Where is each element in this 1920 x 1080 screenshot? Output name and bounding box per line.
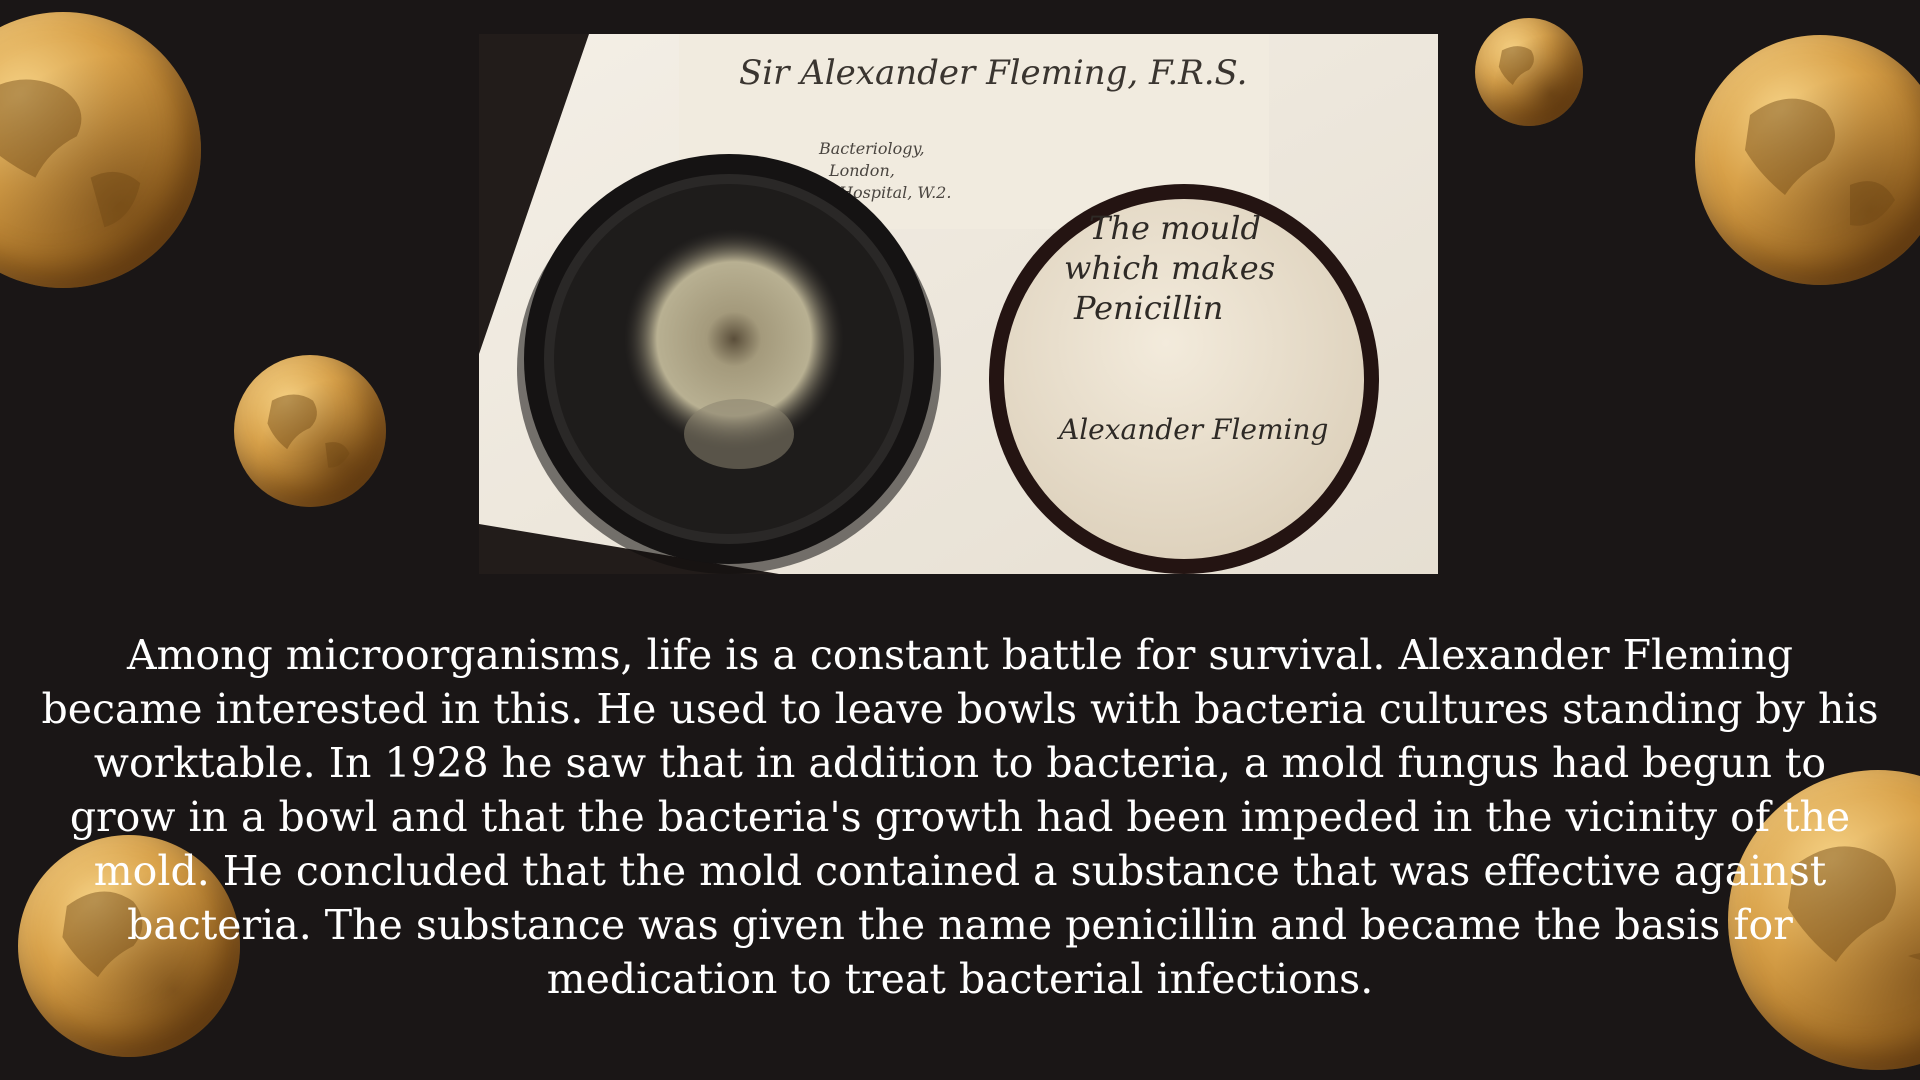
card-line: Bacteriology, — [818, 139, 925, 158]
card-line: London, — [828, 161, 895, 180]
globe-icon — [1475, 18, 1583, 126]
lid-inscription: The mould — [1089, 209, 1261, 247]
globe-icon — [0, 12, 201, 288]
petri-dishes-photo: Sir Alexander Fleming, F.R.S. Bacteriolo… — [479, 34, 1438, 574]
globe-icon — [18, 835, 240, 1057]
lid-signature: Alexander Fleming — [1056, 413, 1328, 446]
globe-icon — [234, 355, 386, 507]
lid-inscription: Penicillin — [1073, 289, 1223, 327]
lid-inscription: which makes — [1064, 249, 1275, 287]
globe-icon — [1728, 770, 1920, 1070]
card-line: Hospital, W.2. — [838, 183, 951, 202]
caption-text: Among microorganisms, life is a constant… — [41, 631, 1879, 1003]
card-header: Sir Alexander Fleming, F.R.S. — [739, 53, 1247, 93]
globe-icon — [1695, 35, 1920, 285]
